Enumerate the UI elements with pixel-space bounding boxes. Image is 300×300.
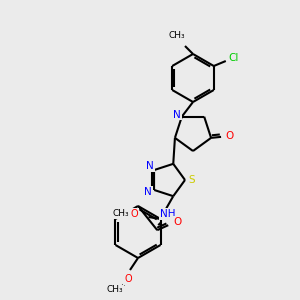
Text: N: N — [144, 187, 152, 197]
Text: N: N — [146, 161, 154, 171]
Text: O: O — [225, 131, 233, 141]
Text: O: O — [131, 209, 138, 219]
Text: CH₃: CH₃ — [107, 286, 123, 295]
Text: CH₃: CH₃ — [169, 31, 185, 40]
Text: O: O — [124, 274, 132, 284]
Text: S: S — [189, 175, 195, 185]
Text: NH: NH — [160, 209, 175, 219]
Text: O: O — [173, 217, 182, 227]
Text: Cl: Cl — [229, 53, 239, 63]
Text: CH₃: CH₃ — [112, 209, 129, 218]
Text: N: N — [173, 110, 181, 120]
